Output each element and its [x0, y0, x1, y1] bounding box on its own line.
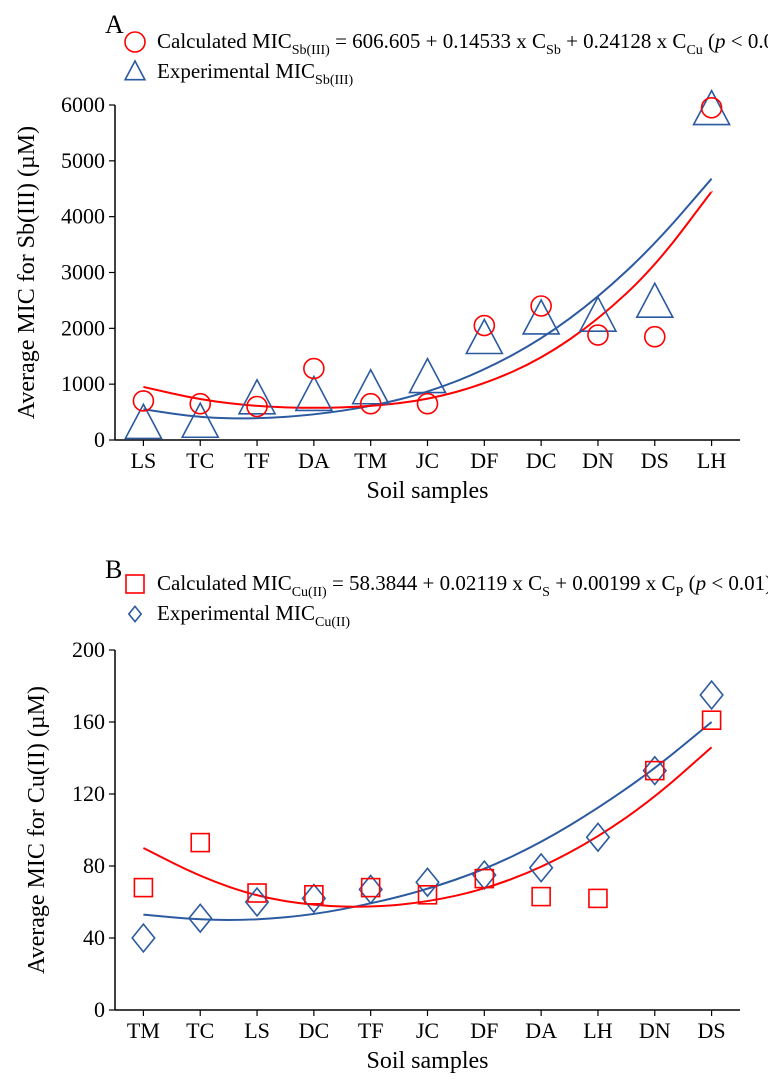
svg-text:DS: DS: [698, 1018, 726, 1043]
svg-text:Experimental MICCu(II): Experimental MICCu(II): [157, 601, 350, 630]
svg-text:TM: TM: [354, 448, 387, 473]
svg-text:DF: DF: [470, 1018, 498, 1043]
svg-text:DA: DA: [298, 448, 330, 473]
svg-text:4000: 4000: [61, 204, 105, 229]
svg-text:JC: JC: [416, 1018, 439, 1043]
figure-container: 0100020003000400050006000LSTCTFDATMJCDFD…: [0, 0, 768, 1085]
svg-text:Soil samples: Soil samples: [366, 1048, 488, 1074]
svg-text:DF: DF: [470, 448, 498, 473]
svg-text:TF: TF: [244, 448, 270, 473]
svg-text:6000: 6000: [61, 92, 105, 117]
svg-text:B: B: [105, 555, 122, 584]
svg-text:1000: 1000: [61, 371, 105, 396]
svg-text:DS: DS: [641, 448, 669, 473]
svg-text:LH: LH: [583, 1018, 612, 1043]
svg-text:DC: DC: [526, 448, 557, 473]
svg-text:DN: DN: [582, 448, 614, 473]
svg-text:120: 120: [72, 781, 105, 806]
svg-text:Experimental MICSb(III): Experimental MICSb(III): [157, 59, 353, 88]
svg-text:80: 80: [83, 853, 105, 878]
svg-text:TM: TM: [127, 1018, 160, 1043]
svg-text:TC: TC: [186, 1018, 214, 1043]
svg-text:TC: TC: [186, 448, 214, 473]
svg-text:LS: LS: [244, 1018, 270, 1043]
svg-text:Calculated MICCu(II) = 58.3844: Calculated MICCu(II) = 58.3844 + 0.02119…: [157, 571, 768, 600]
svg-text:3000: 3000: [61, 260, 105, 285]
svg-text:40: 40: [83, 925, 105, 950]
chart-a-svg: 0 1000 2000 3000 4000 5000 6000 LS TC TF DA TM JC DF D…: [0, 0, 768, 520]
svg-text:DN: DN: [639, 1018, 671, 1043]
svg-text:0: 0: [94, 997, 105, 1022]
svg-text:200: 200: [72, 637, 105, 662]
svg-text:LH: LH: [697, 448, 726, 473]
svg-text:2000: 2000: [61, 315, 105, 340]
svg-text:TF: TF: [358, 1018, 384, 1043]
svg-text:LS: LS: [131, 448, 157, 473]
svg-text:DC: DC: [299, 1018, 330, 1043]
svg-text:160: 160: [72, 709, 105, 734]
svg-text:0: 0: [94, 427, 105, 452]
svg-text:DA: DA: [525, 1018, 557, 1043]
svg-text:Average MIC for Cu(II) (µM): Average MIC for Cu(II) (µM): [24, 686, 50, 974]
svg-text:5000: 5000: [61, 148, 105, 173]
svg-text:A: A: [105, 10, 124, 39]
svg-text:Soil samples: Soil samples: [366, 478, 488, 504]
svg-text:Average MIC for Sb(III) (µM): Average MIC for Sb(III) (µM): [14, 126, 40, 419]
svg-text:JC: JC: [416, 448, 439, 473]
chart-b-svg: 0 40 80 120 160 200 TM TC LS DC TF JC DF DA LH DN DS Aver…: [0, 540, 768, 1085]
svg-text:Calculated MICSb(III) = 606.60: Calculated MICSb(III) = 606.605 + 0.1453…: [157, 29, 768, 58]
panel-b: 0 40 80 120 160 200 TM TC LS DC TF JC DF DA LH DN DS Aver…: [0, 540, 768, 1085]
panel-a: 0 1000 2000 3000 4000 5000 6000 LS TC TF DA TM JC DF D…: [0, 0, 768, 520]
